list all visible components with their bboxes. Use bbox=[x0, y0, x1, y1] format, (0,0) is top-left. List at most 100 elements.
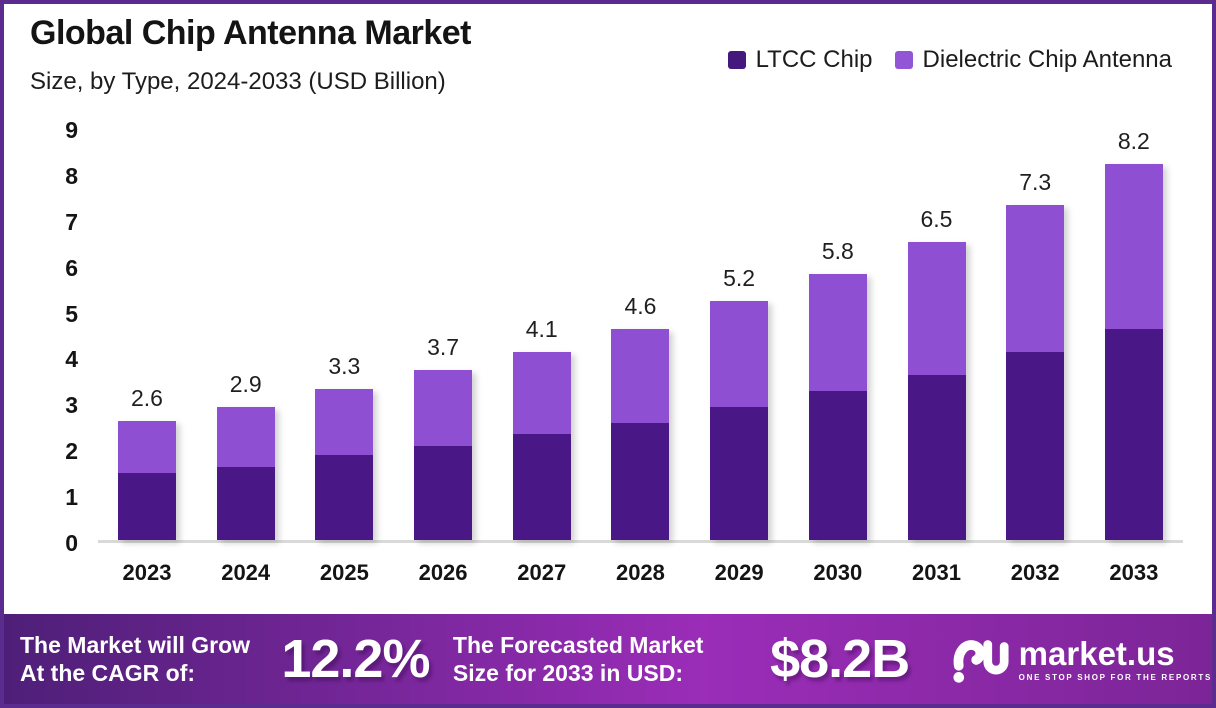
y-tick-label: 4 bbox=[65, 346, 78, 373]
bar-total-label: 3.3 bbox=[328, 352, 361, 379]
legend-label: LTCC Chip bbox=[755, 46, 873, 73]
plot-area: 2.6 2.9 3.3 3.7 4.1 4.6 5.2 5.8 6.5 7.3 8.2 bbox=[98, 118, 1183, 543]
bar-segment-ltcc bbox=[710, 406, 769, 540]
cagr-label: The Market will Grow At the CAGR of: bbox=[20, 631, 281, 687]
y-tick-label: 7 bbox=[65, 208, 78, 235]
legend-item-ltcc: LTCC Chip bbox=[727, 46, 873, 74]
chart-legend: LTCC Chip Dielectric Chip Antenna bbox=[727, 46, 1172, 74]
x-tick-label: 2029 bbox=[714, 560, 764, 585]
bar-segment-ltcc bbox=[907, 374, 966, 540]
legend-label: Dielectric Chip Antenna bbox=[922, 46, 1172, 73]
stacked-bar-chart: 0 1 2 3 4 5 6 7 8 9 2.6 2.9 3.3 3.7 4.1 4.6 5.2 5.8 6.5 7.… bbox=[30, 116, 1184, 556]
y-tick-label: 8 bbox=[65, 162, 78, 189]
bar-2026 bbox=[414, 370, 473, 540]
bar-column-2029: 5.2 bbox=[690, 118, 788, 540]
bar-segment-dielectric bbox=[414, 370, 473, 446]
bar-segment-ltcc bbox=[1006, 351, 1065, 540]
bar-segment-ltcc bbox=[414, 445, 473, 540]
bar-total-label: 6.5 bbox=[920, 205, 953, 232]
x-tick-label: 2026 bbox=[418, 560, 468, 585]
cagr-label-line1: The Market will Grow bbox=[20, 631, 251, 658]
ltcc-swatch-icon bbox=[727, 51, 746, 69]
x-tick-label: 2033 bbox=[1109, 560, 1159, 585]
bar-column-2027: 4.1 bbox=[493, 118, 591, 540]
cagr-value: 12.2% bbox=[281, 629, 430, 689]
bar-segment-ltcc bbox=[808, 390, 867, 540]
y-tick-label: 0 bbox=[65, 530, 78, 556]
marketus-logo-icon bbox=[953, 640, 1009, 683]
marketus-logo: market.us ONE STOP SHOP FOR THE REPORTS bbox=[952, 633, 1212, 685]
bar-2024 bbox=[216, 406, 275, 540]
bar-segment-ltcc bbox=[118, 473, 176, 540]
bar-column-2023: 2.6 bbox=[98, 118, 196, 540]
bar-column-2028: 4.6 bbox=[591, 118, 689, 540]
bar-total-label: 7.3 bbox=[1019, 168, 1052, 195]
y-tick-label: 9 bbox=[65, 116, 78, 143]
bar-segment-dielectric bbox=[1006, 204, 1065, 352]
bar-segment-dielectric bbox=[1104, 163, 1163, 329]
cagr-label-line2: At the CAGR of: bbox=[20, 660, 196, 686]
bar-segment-ltcc bbox=[315, 455, 374, 540]
bar-column-2026: 3.7 bbox=[394, 118, 492, 540]
x-tick-label: 2030 bbox=[813, 560, 863, 585]
bar-2033 bbox=[1104, 163, 1163, 540]
y-tick-label: 1 bbox=[65, 484, 78, 511]
x-axis-labels: 2023 2024 2025 2026 2027 2028 2029 2030 2031 2032… bbox=[98, 560, 1183, 586]
bar-2029 bbox=[710, 301, 769, 540]
bar-column-2025: 3.3 bbox=[295, 118, 393, 540]
bar-column-2024: 2.9 bbox=[197, 118, 295, 540]
bar-column-2031: 6.5 bbox=[888, 118, 986, 540]
forecast-value: $8.2B bbox=[770, 629, 910, 689]
bar-2030 bbox=[808, 273, 867, 540]
bar-2025 bbox=[315, 388, 374, 540]
forecast-label-line2: Size for 2033 in USD: bbox=[452, 660, 683, 686]
bar-segment-dielectric bbox=[808, 273, 867, 391]
y-tick-label: 5 bbox=[65, 300, 78, 327]
bar-segment-dielectric bbox=[611, 328, 670, 423]
dielectric-swatch-icon bbox=[894, 51, 913, 69]
bar-total-label: 8.2 bbox=[1117, 127, 1150, 154]
bar-total-label: 4.1 bbox=[525, 315, 558, 342]
bar-total-label: 4.6 bbox=[624, 292, 657, 319]
bar-total-label: 3.7 bbox=[427, 334, 460, 361]
bar-total-label: 2.9 bbox=[229, 370, 262, 397]
x-tick-label: 2027 bbox=[517, 560, 567, 585]
bar-2031 bbox=[907, 241, 966, 540]
bar-segment-ltcc bbox=[216, 466, 275, 540]
x-tick-label: 2024 bbox=[221, 560, 271, 585]
legend-item-dielectric: Dielectric Chip Antenna bbox=[894, 46, 1172, 74]
bar-segment-dielectric bbox=[710, 301, 769, 407]
x-tick-label: 2031 bbox=[912, 560, 961, 585]
bar-2032 bbox=[1006, 204, 1065, 540]
y-tick-label: 2 bbox=[65, 438, 78, 465]
bar-column-2030: 5.8 bbox=[789, 118, 887, 540]
y-axis: 0 1 2 3 4 5 6 7 8 9 bbox=[30, 116, 92, 556]
bar-column-2032: 7.3 bbox=[986, 118, 1084, 540]
bar-segment-dielectric bbox=[216, 406, 275, 467]
x-tick-label: 2025 bbox=[319, 560, 369, 585]
y-tick-label: 6 bbox=[65, 254, 78, 281]
page-subtitle: Size, by Type, 2024-2033 (USD Billion) bbox=[30, 68, 446, 95]
x-tick-label: 2023 bbox=[122, 560, 172, 585]
bar-total-label: 2.6 bbox=[131, 384, 163, 411]
bar-segment-dielectric bbox=[315, 388, 374, 456]
bar-total-label: 5.2 bbox=[723, 265, 756, 292]
bar-segment-ltcc bbox=[512, 434, 571, 540]
bar-segment-dielectric bbox=[118, 420, 176, 474]
bar-segment-ltcc bbox=[611, 422, 670, 540]
bar-segment-ltcc bbox=[1104, 328, 1163, 540]
bar-total-label: 5.8 bbox=[821, 237, 854, 264]
bar-segment-dielectric bbox=[907, 241, 966, 375]
bar-2028 bbox=[611, 328, 670, 540]
x-tick-label: 2028 bbox=[615, 560, 665, 585]
marketus-logo-name: market.us bbox=[1018, 634, 1175, 672]
y-tick-label: 3 bbox=[65, 392, 78, 419]
bottom-banner: The Market will Grow At the CAGR of: 12.… bbox=[4, 614, 1212, 704]
forecast-label: The Forecasted Market Size for 2033 in U… bbox=[453, 631, 770, 687]
page-title: Global Chip Antenna Market bbox=[30, 14, 472, 52]
bar-segment-dielectric bbox=[512, 351, 571, 435]
forecast-label-line1: The Forecasted Market bbox=[452, 631, 704, 658]
bar-column-2033: 8.2 bbox=[1085, 118, 1183, 540]
bar-2023 bbox=[118, 420, 176, 540]
